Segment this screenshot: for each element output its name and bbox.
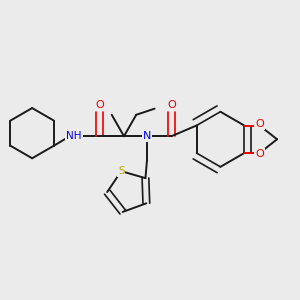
Text: O: O <box>95 100 104 110</box>
Text: S: S <box>118 166 124 176</box>
Text: N: N <box>143 131 151 141</box>
Text: NH: NH <box>66 131 82 141</box>
Text: O: O <box>167 100 176 110</box>
Text: O: O <box>255 149 264 159</box>
Text: O: O <box>255 119 264 129</box>
